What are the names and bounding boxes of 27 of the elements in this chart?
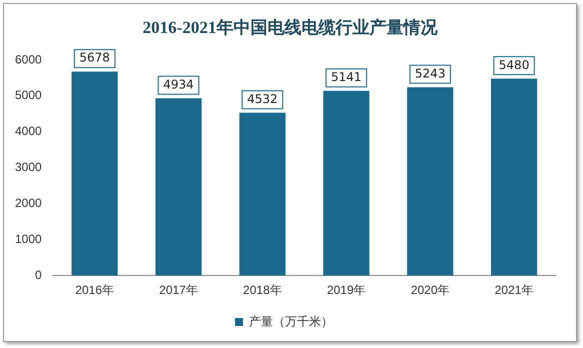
y-tick-label: 3000 bbox=[14, 160, 42, 174]
data-label: 5243 bbox=[414, 66, 446, 80]
x-tick-label: 2019年 bbox=[326, 283, 366, 298]
bar bbox=[490, 78, 538, 276]
bar bbox=[323, 90, 370, 276]
y-tick-label: 0 bbox=[35, 268, 42, 282]
x-tick-label: 2018年 bbox=[243, 283, 282, 298]
data-label: 5480 bbox=[498, 58, 530, 72]
x-tick-label: 2017年 bbox=[159, 283, 198, 298]
data-label: 4934 bbox=[163, 77, 194, 92]
data-label: 5678 bbox=[79, 50, 110, 65]
y-tick-label: 6000 bbox=[14, 52, 42, 66]
bar bbox=[72, 72, 118, 276]
data-label: 4532 bbox=[247, 92, 278, 106]
y-tick-label: 2000 bbox=[14, 196, 42, 210]
bar bbox=[407, 87, 454, 276]
legend-label: 产量（万千米） bbox=[249, 314, 333, 328]
bar bbox=[239, 112, 286, 276]
y-tick-label: 1000 bbox=[14, 232, 42, 246]
data-label: 5141 bbox=[331, 70, 362, 84]
x-tick-label: 2016年 bbox=[75, 283, 114, 298]
x-tick-label: 2020年 bbox=[410, 283, 450, 298]
chart-title: 2016-2021年中国电线电缆行业产量情况 bbox=[142, 17, 438, 39]
bar bbox=[155, 98, 202, 276]
y-tick-label: 4000 bbox=[14, 124, 42, 138]
y-tick-label: 5000 bbox=[14, 88, 42, 102]
x-tick-label: 2021年 bbox=[494, 283, 534, 298]
